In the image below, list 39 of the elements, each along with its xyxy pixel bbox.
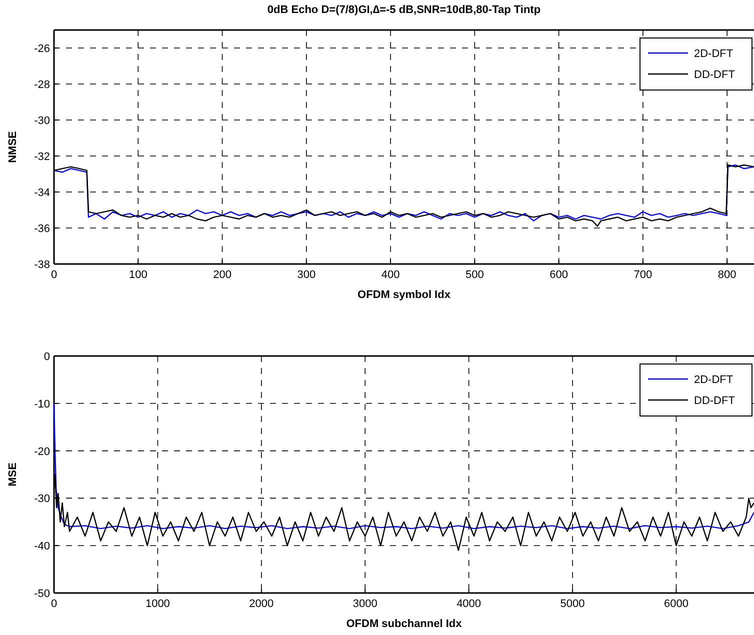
y-tick-label: -34: [34, 187, 50, 199]
y-axis-title: MSE: [7, 462, 19, 486]
y-tick-label: -38: [34, 259, 50, 271]
x-axis-title: OFDM symbol Idx: [358, 289, 452, 301]
x-tick-label: 700: [634, 269, 652, 281]
x-axis-title: OFDM subchannel Idx: [346, 618, 463, 630]
x-tick-label: 200: [213, 269, 232, 281]
y-tick-label: -32: [34, 151, 50, 163]
x-tick-label: 0: [50, 269, 58, 281]
legend-label: DD-DFT: [694, 69, 736, 81]
y-tick-label: -40: [34, 540, 50, 553]
chart-title: 0dB Echo D=(7/8)GI,∆=-5 dB,SNR=10dB,80-Tap Tintp: [267, 4, 541, 16]
y-tick-label: 0: [44, 351, 50, 363]
y-tick-label: -28: [34, 79, 50, 91]
y-tick-label: -36: [34, 223, 50, 235]
x-tick-label: 5000: [560, 598, 585, 610]
legend-label: 2D-DFT: [694, 48, 734, 60]
x-tick-label: 400: [381, 269, 400, 281]
x-tick-label: 6000: [664, 598, 688, 610]
x-tick-label: 1000: [145, 598, 170, 610]
x-tick-label: 0: [50, 598, 58, 610]
y-tick-label: -26: [34, 43, 50, 55]
x-tick-label: 600: [550, 269, 568, 281]
x-tick-label: 3000: [352, 598, 378, 610]
y-tick-label: -20: [34, 446, 50, 458]
x-tick-label: 4000: [456, 598, 482, 610]
y-tick-label: -30: [34, 115, 50, 127]
x-tick-label: 2000: [249, 598, 274, 610]
y-tick-label: -30: [34, 493, 50, 506]
x-tick-label: 100: [128, 269, 148, 281]
line-series: [53, 402, 754, 530]
y-tick-label: -50: [34, 588, 50, 600]
legend-label: 2D-DFT: [694, 374, 734, 386]
y-axis-title: NMSE: [7, 131, 19, 163]
x-tick-label: 500: [465, 269, 484, 281]
legend-label: DD-DFT: [694, 395, 736, 407]
x-tick-label: 300: [297, 269, 316, 281]
y-tick-label: -10: [34, 398, 50, 410]
x-tick-label: 800: [718, 269, 736, 281]
